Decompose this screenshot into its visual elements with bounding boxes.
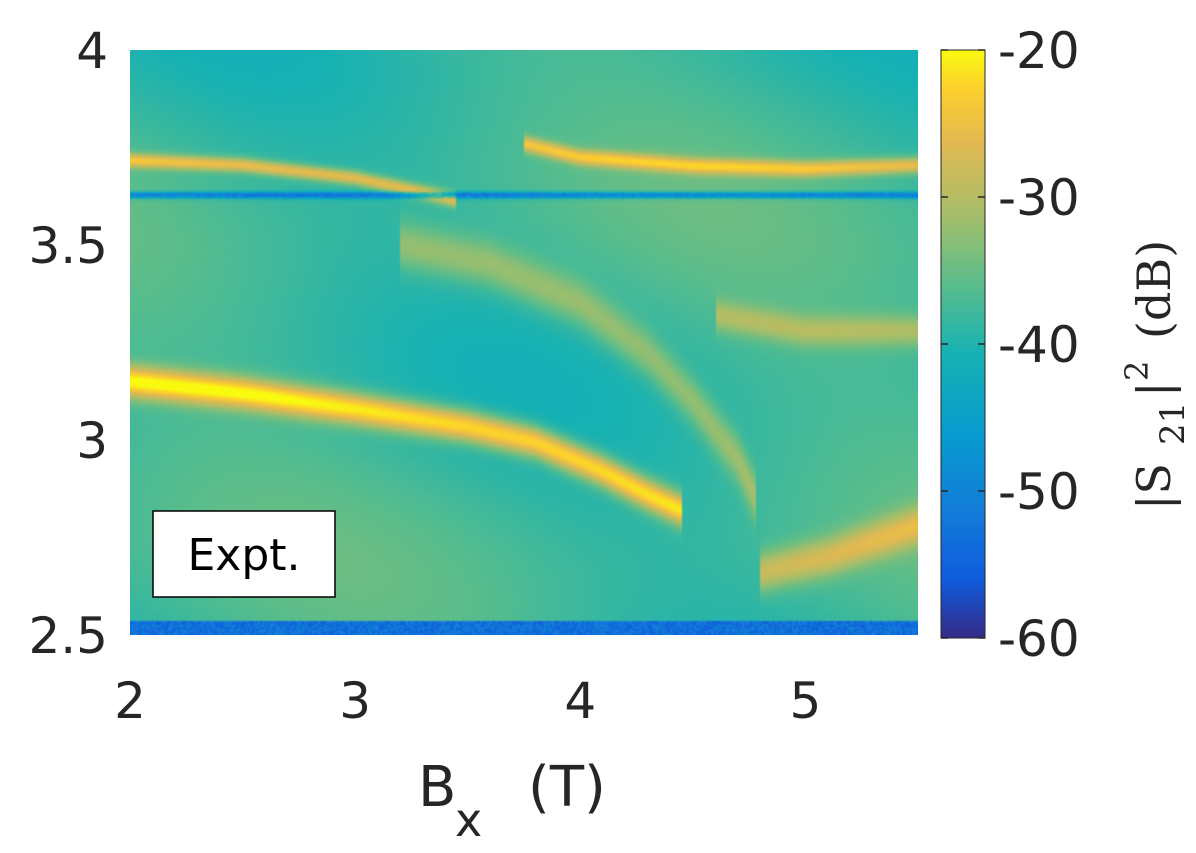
colorbar-title: |S 21 | 2 (dB) (1118, 240, 1193, 510)
colorbar-ticks: -60 -50 -40 -30 -20 (941, 22, 1080, 668)
colorbar-tick-label: -50 (998, 463, 1080, 521)
inset-label-box (152, 510, 336, 598)
colorbar-tick-label: -30 (998, 169, 1080, 227)
colorbar-title-unit: (dB) (1127, 240, 1181, 339)
colorbar-title-subscript: 21 (1153, 402, 1193, 445)
x-axis-ticks: 2 3 4 5 (114, 672, 821, 730)
x-axis-title-main: B (418, 755, 456, 820)
colorbar-title-main: |S (1127, 463, 1181, 510)
colorbar: -60 -50 -40 -30 -20 |S 21 | 2 (dB) (940, 22, 1193, 668)
colorbar-bar (940, 49, 986, 639)
x-axis-title-subscript: x (455, 793, 482, 847)
x-axis-title: B x (T) (418, 755, 606, 847)
x-tick-label: 3 (339, 672, 371, 730)
y-tick-label: 4 (76, 22, 108, 80)
x-axis-title-unit: (T) (528, 755, 606, 820)
x-tick-label: 2 (114, 672, 146, 730)
colorbar-title-superscript: 2 (1118, 361, 1156, 381)
colorbar-tick-label: -60 (998, 610, 1080, 668)
colorbar-tick-label: -40 (998, 316, 1080, 374)
y-axis-ticks: 2.5 3 3.5 4 (28, 22, 108, 665)
colorbar-tick-label: -20 (998, 22, 1080, 80)
inset-label: Expt. (152, 510, 336, 598)
colorbar-title-bar: | (1127, 382, 1181, 398)
x-tick-label: 4 (564, 672, 596, 730)
x-tick-label: 5 (790, 672, 822, 730)
y-tick-label: 3 (76, 412, 108, 470)
inset-label-text: Expt. (187, 530, 300, 581)
y-tick-label: 3.5 (28, 217, 108, 275)
y-tick-label: 2.5 (28, 607, 108, 665)
